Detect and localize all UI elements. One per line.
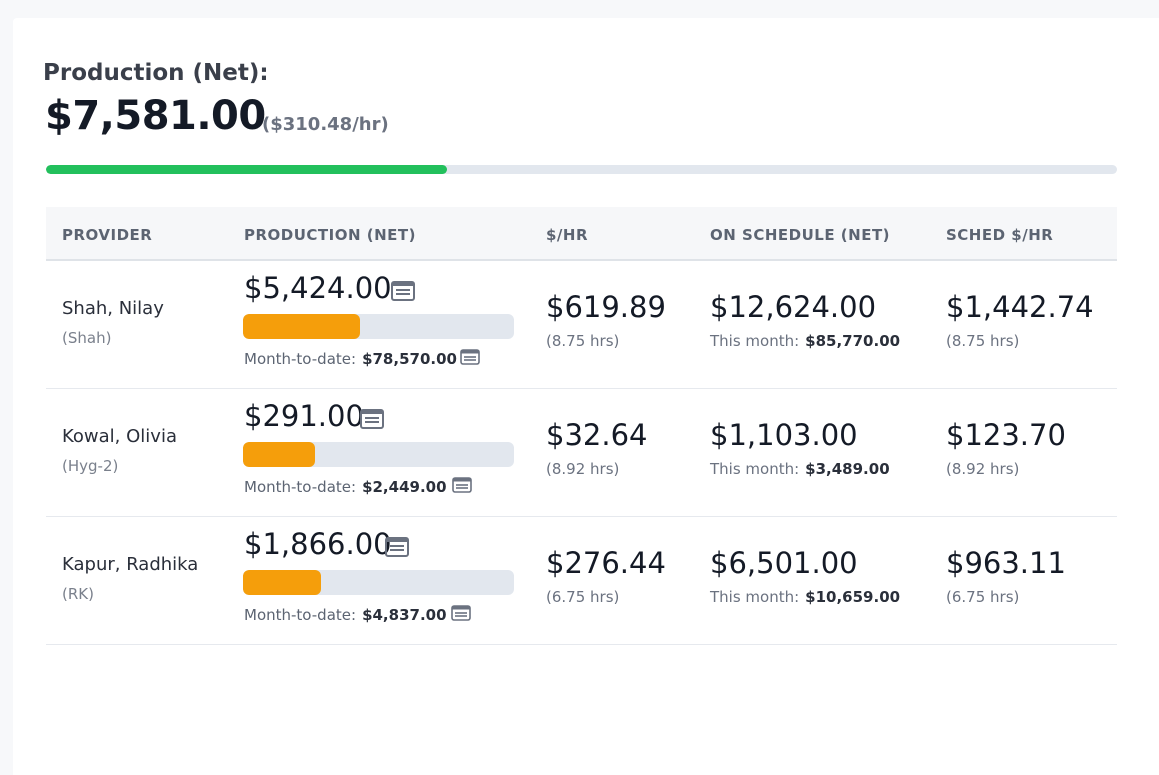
sched-per-hr-value: $963.11 [946,546,1066,580]
header-per-hr: $/HR [546,226,589,244]
provider-name: Kowal, Olivia [62,426,177,447]
sched-per-hr-value: $1,442.74 [946,290,1094,324]
per-hr-value: $32.64 [546,418,648,452]
production-progress-fill [243,314,360,339]
this-month: This month: $10,659.00 [710,588,900,606]
list-doc-icon[interactable] [385,537,409,561]
list-doc-icon[interactable] [451,605,471,625]
sched-per-hr-value: $123.70 [946,418,1066,452]
month-to-date: Month-to-date: $4,837.00 [244,606,447,624]
table-row: Shah, Nilay (Shah) $5,424.00 Month-to-da… [46,261,1117,389]
on-schedule-value: $12,624.00 [710,290,877,324]
total-progress-bar [46,165,1117,174]
mtd-label: Month-to-date: [244,478,357,496]
month-to-date: Month-to-date: $78,570.00 [244,350,457,368]
header-sched-per-hr: SCHED $/HR [946,226,1054,244]
production-card: Production (Net): $7,581.00 ($310.48/hr)… [13,18,1159,775]
sched-hours: (8.75 hrs) [946,332,1020,350]
summary-total: $7,581.00 [45,93,266,139]
header-production: PRODUCTION (NET) [244,226,417,244]
this-month: This month: $85,770.00 [710,332,900,350]
production-progress-bar [243,570,514,595]
list-doc-icon[interactable] [452,477,472,497]
provider-name: Kapur, Radhika [62,554,199,575]
header-on-schedule: ON SCHEDULE (NET) [710,226,891,244]
production-value: $1,866.00 [244,527,392,561]
production-value: $291.00 [244,399,364,433]
on-schedule-value: $6,501.00 [710,546,858,580]
production-progress-fill [243,442,315,467]
production-progress-bar [243,442,514,467]
mtd-value: $4,837.00 [362,606,447,624]
mtd-label: Month-to-date: [244,350,357,368]
this-month-label: This month: [710,588,800,606]
production-progress-fill [243,570,321,595]
provider-code: (Hyg-2) [62,457,119,475]
list-doc-icon[interactable] [460,349,480,369]
summary-label: Production (Net): [43,60,269,86]
list-doc-icon[interactable] [391,281,415,305]
provider-code: (Shah) [62,329,112,347]
production-progress-bar [243,314,514,339]
summary-rate: ($310.48/hr) [262,114,389,135]
table-row: Kowal, Olivia (Hyg-2) $291.00 Month-to-d… [46,389,1117,517]
this-month: This month: $3,489.00 [710,460,890,478]
table-row: Kapur, Radhika (RK) $1,866.00 Month-to-d… [46,517,1117,645]
mtd-value: $78,570.00 [362,350,457,368]
this-month-value: $85,770.00 [805,332,901,350]
production-value: $5,424.00 [244,271,392,305]
per-hr-hours: (8.75 hrs) [546,332,620,350]
per-hr-hours: (8.92 hrs) [546,460,620,478]
header-provider: PROVIDER [62,226,153,244]
mtd-value: $2,449.00 [362,478,447,496]
this-month-label: This month: [710,460,800,478]
mtd-label: Month-to-date: [244,606,357,624]
per-hr-value: $276.44 [546,546,666,580]
per-hr-value: $619.89 [546,290,666,324]
list-doc-icon[interactable] [360,409,384,433]
table-header: PROVIDER PRODUCTION (NET) $/HR ON SCHEDU… [46,207,1117,261]
total-progress-fill [46,165,447,174]
this-month-value: $3,489.00 [805,460,890,478]
provider-code: (RK) [62,585,94,603]
on-schedule-value: $1,103.00 [710,418,858,452]
per-hr-hours: (6.75 hrs) [546,588,620,606]
this-month-value: $10,659.00 [805,588,901,606]
sched-hours: (8.92 hrs) [946,460,1020,478]
provider-name: Shah, Nilay [62,298,164,319]
this-month-label: This month: [710,332,800,350]
sched-hours: (6.75 hrs) [946,588,1020,606]
month-to-date: Month-to-date: $2,449.00 [244,478,447,496]
